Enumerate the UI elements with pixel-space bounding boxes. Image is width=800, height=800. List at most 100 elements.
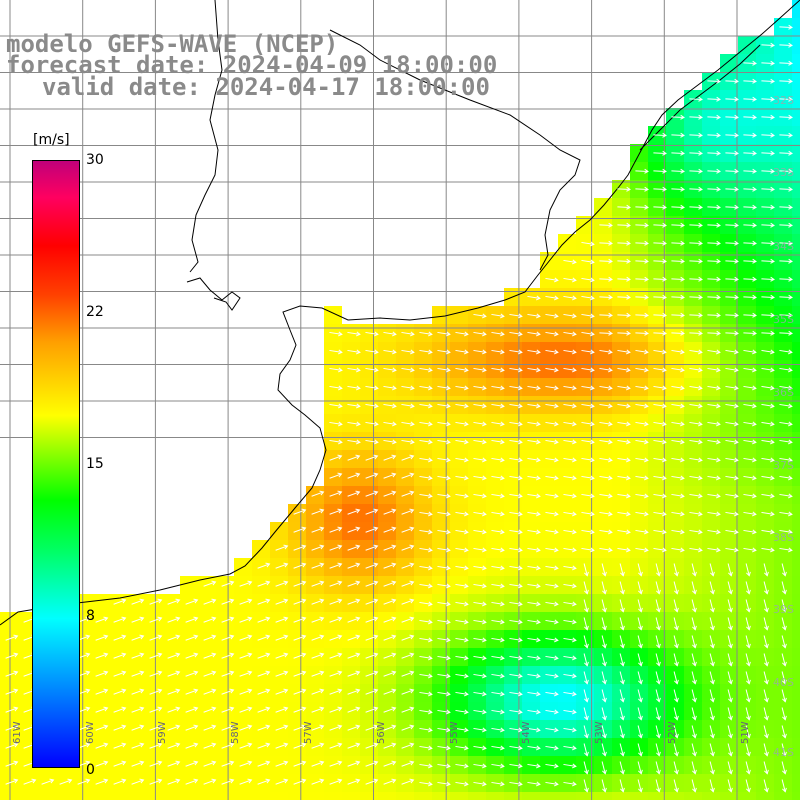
field-cell xyxy=(594,792,612,800)
wind-arrow-head xyxy=(716,240,721,246)
wind-arrow xyxy=(293,563,306,569)
wind-arrow-head xyxy=(733,439,739,445)
wind-arrow-head xyxy=(499,619,505,625)
wind-arrow-head xyxy=(734,240,739,246)
wind-arrow-head xyxy=(319,778,325,784)
wind-arrow-head xyxy=(463,439,469,445)
wind-arrow-head xyxy=(373,724,379,730)
wind-arrow xyxy=(203,743,216,749)
wind-arrow-head xyxy=(656,787,661,793)
wind-arrow xyxy=(491,655,504,659)
wind-arrow xyxy=(599,224,613,226)
wind-arrow xyxy=(725,170,739,172)
wind-arrow xyxy=(401,349,414,353)
wind-arrow-head xyxy=(661,529,667,535)
wind-arrow-head xyxy=(607,475,613,481)
wind-arrow xyxy=(637,689,642,702)
field-cell xyxy=(432,792,450,800)
wind-arrow-head xyxy=(751,385,757,391)
wind-arrow xyxy=(455,403,468,407)
wind-arrow xyxy=(527,655,540,659)
wind-arrow-head xyxy=(427,745,433,751)
wind-arrow xyxy=(583,599,588,612)
wind-arrow xyxy=(491,619,504,623)
wind-arrow-head xyxy=(607,349,613,355)
wind-arrow xyxy=(131,671,144,677)
wind-arrow-head xyxy=(692,769,697,775)
wind-arrow-head xyxy=(265,670,271,676)
wind-arrow xyxy=(583,563,588,576)
wind-arrow-head xyxy=(355,688,361,694)
wind-arrow xyxy=(781,635,786,648)
wind-arrow xyxy=(401,385,414,389)
wind-arrow-head xyxy=(733,529,739,535)
wind-arrow-head xyxy=(602,751,607,757)
wind-arrow-head xyxy=(769,349,775,355)
wind-arrow-head xyxy=(481,511,487,517)
wind-arrow xyxy=(601,617,606,630)
wind-arrow-head xyxy=(445,457,451,463)
colorbar xyxy=(32,160,80,768)
wind-arrow xyxy=(761,349,774,353)
wind-arrow-head xyxy=(644,276,649,282)
wind-arrow xyxy=(347,599,360,605)
wind-arrow xyxy=(617,529,630,533)
field-cell xyxy=(432,306,450,324)
wind-arrow-head xyxy=(211,616,217,622)
wind-arrow-head xyxy=(752,276,757,282)
wind-arrow xyxy=(599,367,612,371)
wind-arrow xyxy=(401,707,414,713)
wind-arrow xyxy=(563,529,576,533)
wind-arrow xyxy=(761,403,774,407)
wind-arrow xyxy=(239,689,252,695)
wind-arrow-head xyxy=(409,403,415,409)
wind-arrow xyxy=(113,617,126,623)
wind-arrow-head xyxy=(626,186,631,192)
wind-arrow xyxy=(743,242,757,244)
wind-arrow xyxy=(761,529,774,533)
wind-arrow-head xyxy=(602,787,607,793)
wind-arrow xyxy=(473,421,486,425)
wind-arrow-head xyxy=(265,778,271,784)
wind-arrow-head xyxy=(517,727,523,733)
wind-arrow-head xyxy=(265,724,271,730)
field-cell xyxy=(792,36,800,54)
wind-arrow-head xyxy=(427,727,433,733)
wind-arrow xyxy=(347,545,360,551)
wind-arrow xyxy=(527,295,540,299)
wind-arrow xyxy=(779,511,792,515)
wind-arrow-head xyxy=(247,652,253,658)
wind-arrow-head xyxy=(770,42,775,48)
wind-arrow xyxy=(365,473,378,479)
wind-arrow-head xyxy=(139,778,145,784)
field-cell xyxy=(792,648,800,666)
wind-arrow xyxy=(347,581,360,587)
field-cell xyxy=(792,72,800,90)
wind-arrow xyxy=(329,545,342,551)
wind-arrow xyxy=(761,206,775,208)
lat-label: 35S xyxy=(773,313,794,326)
wind-arrow xyxy=(689,457,702,461)
wind-arrow xyxy=(745,743,750,756)
wind-arrow-head xyxy=(746,751,751,757)
wind-arrow xyxy=(95,761,108,767)
wind-arrow-head xyxy=(770,276,775,282)
wind-arrow-head xyxy=(409,688,415,694)
wind-arrow-head xyxy=(517,583,523,589)
wind-arrow-head xyxy=(175,688,181,694)
wind-arrow-head xyxy=(229,742,235,748)
wind-arrow-head xyxy=(770,78,775,84)
wind-arrow-head xyxy=(355,367,361,373)
wind-arrow xyxy=(599,493,612,497)
wind-arrow-head xyxy=(409,385,415,391)
wind-arrow xyxy=(761,134,775,136)
wind-arrow-head xyxy=(13,670,19,676)
wind-arrow xyxy=(619,689,624,702)
wind-arrow-head xyxy=(715,367,721,373)
wind-arrow xyxy=(293,725,306,731)
wind-arrow-head xyxy=(445,511,451,517)
wind-arrow-head xyxy=(680,294,685,300)
wind-arrow xyxy=(509,475,522,479)
field-cell xyxy=(324,306,342,324)
wind-arrow xyxy=(563,259,576,263)
